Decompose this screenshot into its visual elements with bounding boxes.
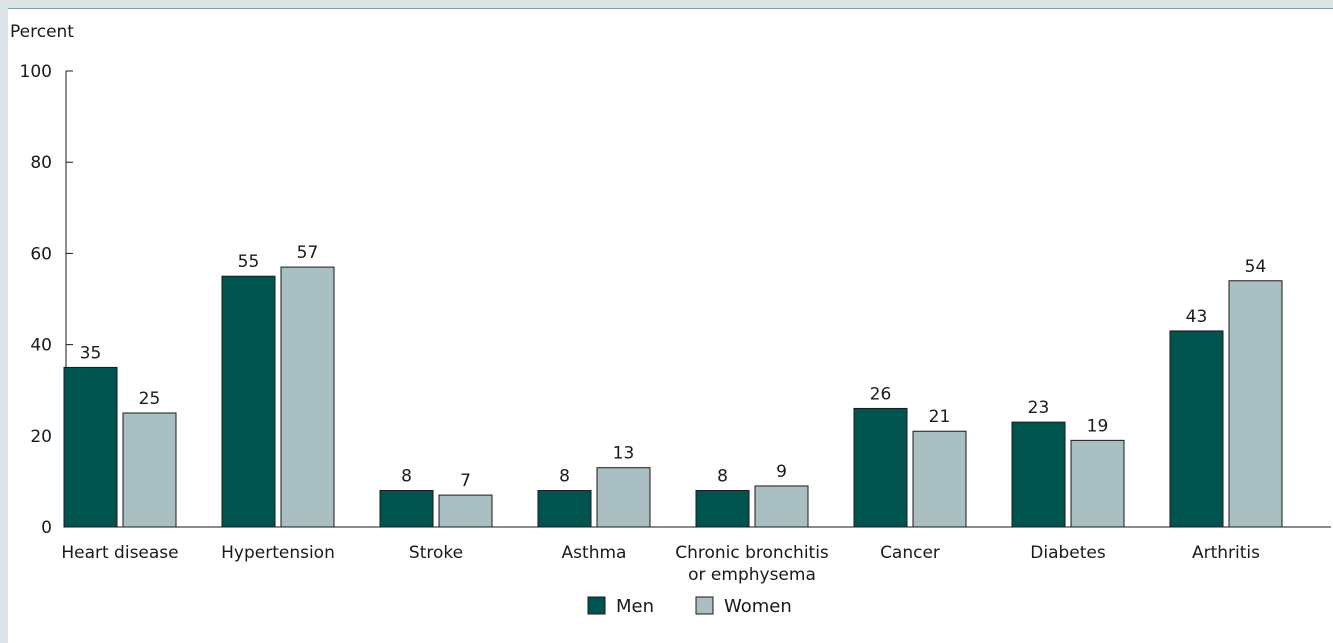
data-label: 57: [297, 243, 319, 263]
bar-women: [1228, 280, 1283, 528]
data-label: 8: [559, 467, 570, 487]
bar-chart: 0 20 40 60 80 100 Percent 35 25 Heart disease 55 57…: [10, 22, 1331, 617]
y-axis-label: Percent: [10, 22, 74, 42]
y-tick-label: 100: [20, 62, 52, 82]
data-label: 35: [80, 343, 102, 363]
bar-men: [221, 275, 276, 528]
data-label: 23: [1028, 398, 1050, 418]
category-label: or emphysema: [688, 565, 816, 585]
data-label: 19: [1087, 416, 1109, 436]
category-label: Chronic bronchitis: [675, 543, 829, 563]
data-label: 9: [776, 462, 787, 482]
legend-swatch-women: [695, 596, 714, 615]
data-label: 43: [1186, 307, 1208, 327]
data-label: 8: [401, 467, 412, 487]
category-label: Stroke: [409, 543, 463, 563]
data-label: 54: [1245, 257, 1267, 277]
bar-men: [1169, 330, 1224, 528]
bar-women: [438, 494, 493, 528]
legend-swatch-men: [587, 596, 606, 615]
bar-women: [596, 467, 651, 528]
category-label: Arthritis: [1192, 543, 1260, 563]
bar-men: [379, 490, 434, 528]
bar-women: [122, 412, 177, 528]
bar-men: [63, 366, 118, 528]
bar-men: [695, 490, 750, 528]
y-tick-label: 80: [30, 153, 52, 173]
category-label: Heart disease: [61, 543, 178, 563]
category-label: Cancer: [880, 543, 940, 563]
legend-label-men: Men: [616, 596, 654, 617]
category-label: Hypertension: [221, 543, 335, 563]
y-tick-label: 60: [30, 244, 52, 264]
bar-women: [912, 430, 967, 528]
data-label: 55: [238, 252, 260, 272]
bar-men: [1011, 421, 1066, 528]
data-label: 21: [929, 407, 951, 427]
chart-frame: 0 20 40 60 80 100 Percent 35 25 Heart disease 55 57…: [8, 8, 1333, 643]
y-tick-label: 20: [30, 427, 52, 447]
data-label: 13: [613, 444, 635, 464]
category-label: Diabetes: [1030, 543, 1106, 563]
data-label: 25: [139, 389, 161, 409]
category-label: Asthma: [562, 543, 627, 563]
data-label: 8: [717, 467, 728, 487]
bar-men: [853, 407, 908, 528]
y-tick-label: 0: [41, 518, 52, 538]
bar-women: [1070, 439, 1125, 528]
bar-women: [754, 485, 809, 528]
data-label: 26: [870, 384, 892, 404]
bar-men: [537, 490, 592, 528]
data-label: 7: [460, 471, 471, 491]
bar-women: [280, 266, 335, 528]
legend-label-women: Women: [724, 596, 792, 617]
y-tick-label: 40: [30, 336, 52, 356]
